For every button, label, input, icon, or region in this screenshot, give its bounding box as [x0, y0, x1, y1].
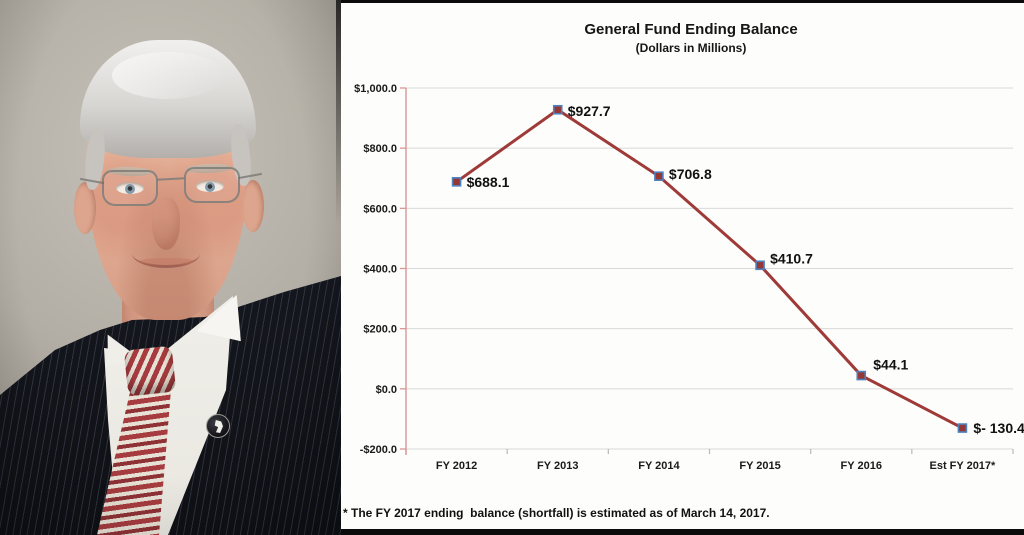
mouth — [132, 252, 200, 268]
iris-left — [125, 183, 135, 194]
y-tick-label: -$200.0 — [360, 444, 397, 456]
glasses-lens-right — [184, 167, 240, 203]
data-label: $- 130.4 — [973, 420, 1024, 436]
panel-top-border — [341, 0, 1024, 3]
backdrop-shadow — [336, 0, 341, 225]
ear-right — [242, 180, 264, 232]
y-tick-label: $800.0 — [363, 143, 397, 155]
y-tick-label: $600.0 — [363, 203, 397, 215]
x-tick-label: FY 2013 — [537, 460, 578, 472]
line-chart: $1,000.0 $800.0 $600.0 $400.0 $200.0 $0.0 -$20… — [354, 83, 1024, 472]
data-label: $44.1 — [873, 357, 908, 373]
glasses-lens-left — [102, 170, 158, 206]
data-point-marker — [755, 260, 765, 271]
data-label: $688.1 — [467, 174, 510, 190]
lapel-pin — [206, 414, 230, 438]
chart-panel: General Fund Ending Balance (Dollars in … — [341, 0, 1024, 535]
chart-title: General Fund Ending Balance — [584, 21, 798, 38]
x-tick-label: FY 2016 — [841, 460, 882, 472]
y-tick-label: $200.0 — [363, 324, 397, 336]
chart-footnote: * The FY 2017 ending balance (shortfall)… — [343, 506, 770, 520]
x-tick-label: Est FY 2017* — [929, 460, 996, 472]
x-tick-label: FY 2015 — [739, 460, 780, 472]
portrait-photo — [0, 0, 341, 535]
eye-right — [196, 180, 224, 192]
iris-right — [205, 181, 215, 192]
gray-hair — [80, 40, 256, 158]
data-point-marker — [957, 423, 968, 433]
data-point-marker — [654, 171, 664, 182]
nose — [152, 198, 180, 250]
lip — [140, 258, 194, 265]
chart-subtitle: (Dollars in Millions) — [635, 41, 747, 55]
data-point-marker — [552, 104, 563, 115]
y-tick-label: $1,000.0 — [354, 83, 397, 95]
data-point-marker — [856, 370, 867, 381]
x-tick-label: FY 2012 — [436, 460, 477, 472]
ear-left — [74, 182, 96, 234]
x-tick-label: FY 2014 — [638, 460, 680, 472]
y-tick-label: $0.0 — [376, 384, 397, 396]
y-tick-label: $400.0 — [363, 264, 397, 276]
tie-knot — [123, 345, 177, 397]
data-label: $706.8 — [669, 166, 712, 182]
data-point-marker — [451, 177, 462, 187]
data-label: $927.7 — [568, 103, 611, 119]
data-label: $410.7 — [770, 250, 813, 266]
eye-left — [116, 182, 144, 194]
series-line — [455, 108, 964, 430]
lapel-pin-emblem — [214, 420, 223, 433]
panel-bottom-border — [341, 529, 1024, 535]
